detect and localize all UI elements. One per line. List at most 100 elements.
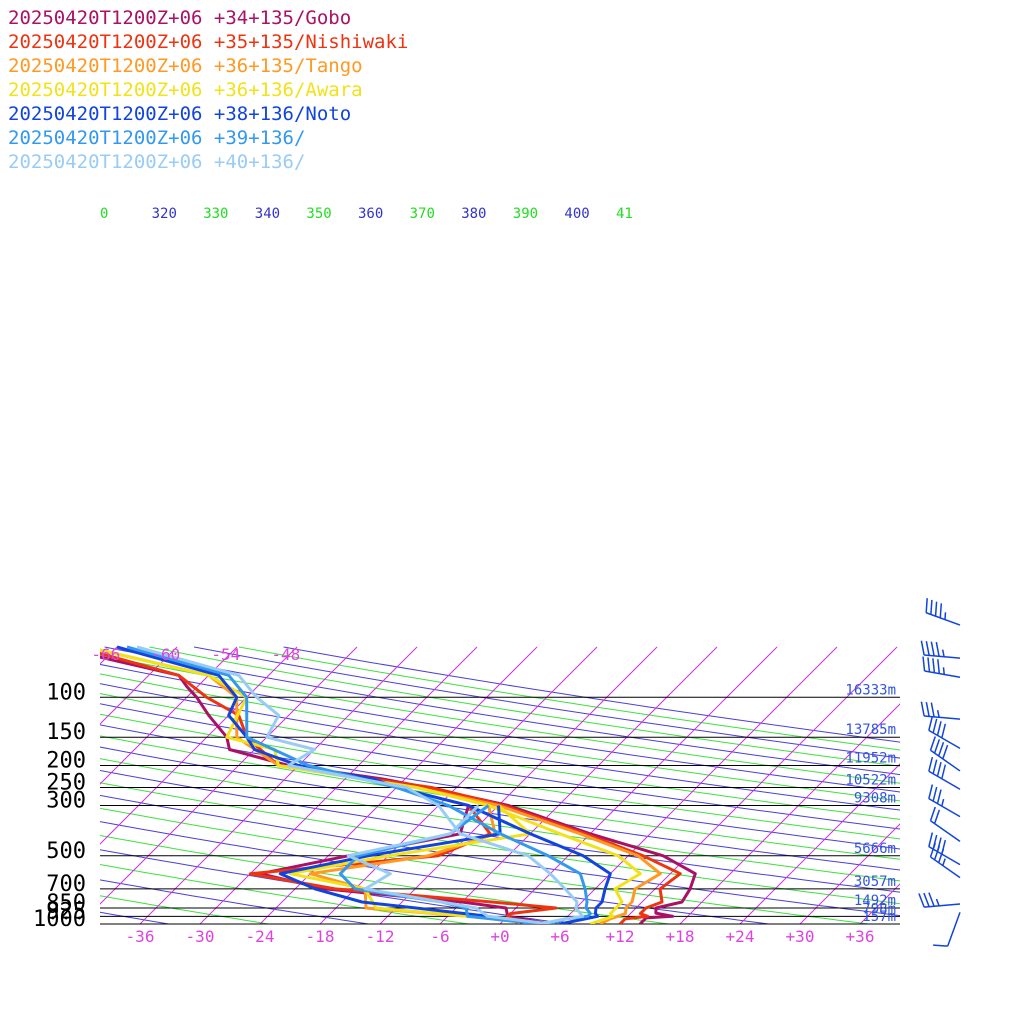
x-tick-label: -12: [366, 927, 395, 946]
isotherm: [679, 703, 900, 924]
wind-barb-flag: [928, 832, 934, 847]
wind-barb-staff: [930, 820, 961, 842]
wind-barb-flag: [932, 759, 938, 774]
wind-barbs: [918, 598, 961, 947]
isotherm: [980, 647, 1024, 924]
wind-barb-flag: [925, 641, 930, 656]
wind-barb-flag: [930, 641, 935, 657]
wind-barb-staff: [928, 797, 961, 818]
isotherm: [100, 646, 238, 785]
wind-barb-flag: [928, 892, 935, 907]
isotherm: [199, 646, 478, 924]
legend-entry: 20250420T1200Z+06 +38+136/Noto: [8, 103, 351, 125]
isobars: 100 16333m 150 13785m 200 11952m 250 10522m 300 9…: [33, 680, 900, 932]
x-tick-label: -6: [430, 927, 449, 946]
isotherm: [739, 763, 900, 924]
wind-barb-flag: [930, 599, 933, 615]
wind-barb-flag: [929, 842, 936, 858]
wind-barb-flag: [933, 845, 941, 861]
isotherm: [920, 647, 1024, 924]
dry-adiabats: [100, 646, 900, 924]
isotherm: [379, 646, 658, 924]
height-label-500: 5666m: [854, 841, 896, 857]
wind-barb: [929, 736, 961, 772]
wind-barb-flag: [918, 893, 925, 908]
wind-barb-flag: [936, 789, 942, 804]
isotherm: [439, 646, 718, 924]
upper-isotherm-label: -60: [151, 645, 180, 664]
sounding-series: [100, 645, 697, 924]
wind-barb-flag: [933, 809, 941, 824]
x-tick-label: +0: [490, 927, 509, 946]
x-axis-ticks: -36 -30 -24 -18 -12 -6 +0 +6 +12 +18 +24 +30 +36: [126, 927, 875, 946]
height-label-850: 1492m: [854, 893, 896, 909]
wind-barb: [928, 716, 961, 750]
wind-barb-flag: [934, 601, 938, 617]
theta-label: 340: [255, 206, 280, 222]
wind-barb-flag: [932, 786, 938, 802]
pressure-label-200: 200: [46, 749, 86, 774]
isotherm: [319, 646, 598, 924]
height-label-925: 798m: [862, 901, 896, 917]
isotherm: [100, 646, 178, 725]
wind-barb-staff: [928, 729, 961, 750]
pressure-label-250: 250: [46, 771, 86, 796]
height-label-200: 11952m: [845, 751, 896, 767]
wind-barb: [928, 756, 961, 790]
wind-barb-staff: [924, 670, 961, 679]
wind-barb-flag: [937, 742, 945, 757]
pressure-label-300: 300: [46, 788, 86, 813]
wind-barb: [933, 912, 961, 947]
theta-label: 350: [306, 206, 331, 222]
wind-barb-flag: [936, 761, 942, 777]
theta-label: 400: [564, 206, 589, 222]
theta-labels: 0 320 330 340 350 360 370 380 390 400 41: [100, 206, 633, 222]
x-tick-label: +30: [786, 927, 815, 946]
theta-label: 0: [100, 206, 108, 222]
height-label-300: 9308m: [854, 790, 896, 806]
wind-barb-staff: [930, 749, 961, 772]
wind-barb: [928, 784, 961, 818]
pressure-label-925: 925: [46, 899, 86, 924]
theta-label: 360: [358, 206, 383, 222]
wind-barb-flag: [930, 702, 935, 718]
legend-entry: 20250420T1200Z+06 +39+136/: [8, 127, 305, 149]
wind-barb-flag: [928, 716, 934, 731]
dry-adiabat: [100, 794, 900, 917]
theta-label: 320: [152, 206, 177, 222]
x-tick-label: +12: [606, 927, 635, 946]
wind-barb-half-flag: [944, 612, 947, 620]
dry-adiabat: [100, 849, 573, 924]
upper-isotherm-labels: -66 -60 -54 -48: [91, 645, 300, 664]
wind-barb: [929, 842, 961, 879]
upper-isotherm-label: -66: [91, 645, 120, 664]
wind-barb-flag: [932, 718, 938, 734]
wind-barb-half-flag: [936, 710, 940, 718]
wind-barb: [925, 598, 961, 626]
wind-barb-flag: [942, 744, 949, 760]
legend: 20250420T1200Z+06 +34+135/Gobo20250420T1…: [8, 7, 408, 173]
isotherm: [499, 646, 778, 924]
wind-barb-flag: [927, 657, 931, 672]
wind-barb-flag: [929, 806, 936, 821]
wind-barb-flag: [941, 764, 947, 779]
height-label-250: 10522m: [845, 773, 896, 789]
height-label-150: 13785m: [845, 722, 896, 738]
pressure-label-1000: 1000: [33, 907, 86, 932]
legend-entry: 20250420T1200Z+06 +36+135/Tango: [8, 55, 363, 77]
isotherm: [100, 646, 358, 905]
dry-adiabat: [100, 673, 900, 802]
wind-barb-half-flag: [942, 858, 946, 866]
isotherm: [559, 646, 838, 924]
wind-barb-flag: [922, 656, 926, 672]
dry-adiabat: [100, 895, 272, 924]
wind-barb-flag: [933, 944, 948, 947]
x-tick-label: +18: [666, 927, 695, 946]
pressure-label-700: 700: [46, 872, 86, 897]
temperature-line-6: [136, 645, 585, 924]
wind-barb-staff: [946, 912, 961, 947]
pressure-label-500: 500: [46, 839, 86, 864]
height-label-1000: 157m: [862, 909, 896, 925]
upper-isotherm-label: -54: [211, 645, 240, 664]
wind-barb-half-flag: [935, 898, 940, 907]
